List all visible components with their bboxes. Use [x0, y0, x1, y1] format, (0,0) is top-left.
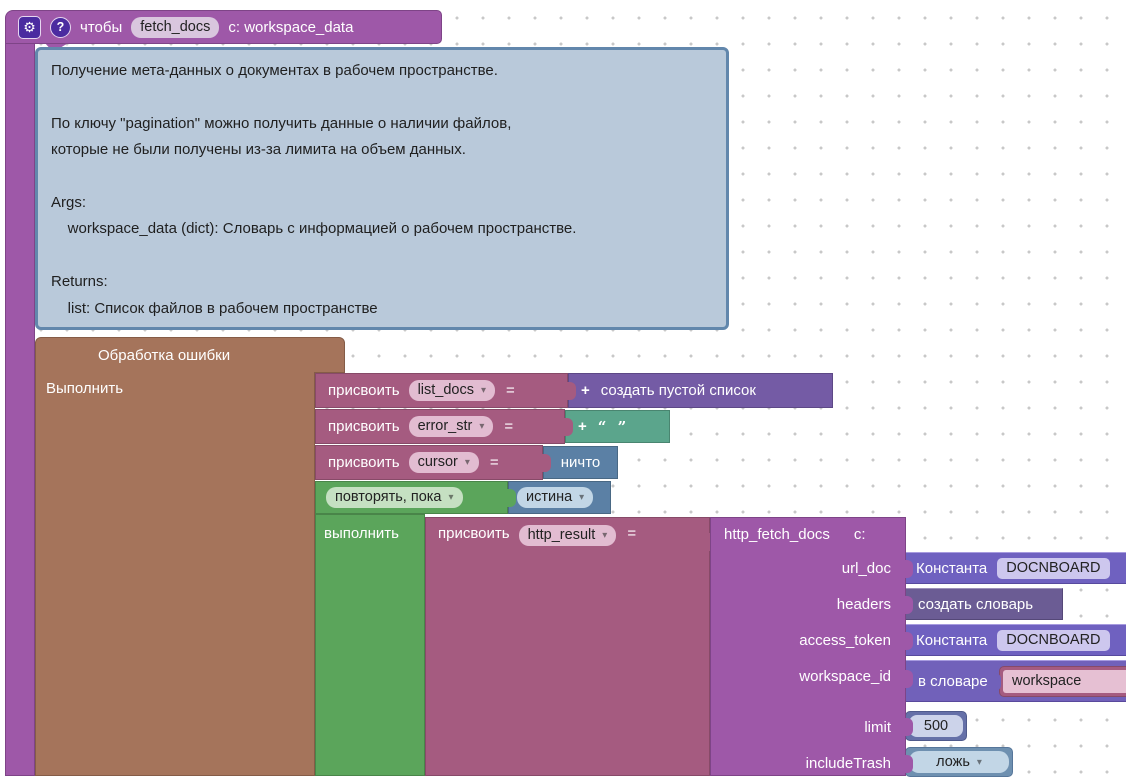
help-icon[interactable]: ? — [50, 16, 71, 38]
function-params-label: с: workspace_data — [228, 18, 354, 36]
loop-mode-label: повторять, пока — [335, 489, 442, 505]
variable-dropdown-list-docs[interactable]: list_docs ▾ — [408, 380, 496, 401]
variable-getter-workspace-data[interactable]: workspace — [999, 666, 1126, 697]
dropdown-arrow-icon: ▾ — [976, 756, 982, 768]
error-handler-block[interactable]: Обработка ошибки — [35, 337, 345, 373]
variable-name-label: list_docs — [417, 382, 474, 398]
constant-dropdown-token[interactable]: DOCNBOARD — [997, 629, 1110, 651]
equals-label: = — [489, 454, 499, 471]
constant-block-token[interactable]: Константа DOCNBOARD — [905, 624, 1126, 656]
param-label-access-token: access_token — [799, 632, 891, 649]
param-label-url-doc: url_doc — [841, 560, 891, 577]
function-call-block-http-fetch-docs[interactable]: http_fetch_docs с: url_doc headers acces… — [710, 517, 913, 776]
comment-bubble[interactable]: Получение мета-данных о документах в раб… — [35, 47, 729, 330]
connector-tab — [562, 418, 573, 436]
equals-label: = — [627, 525, 637, 542]
param-label-limit: limit — [864, 719, 891, 736]
boolean-true-label: истина — [526, 489, 573, 505]
variable-name-label: http_result — [527, 527, 596, 543]
variable-dropdown-cursor[interactable]: cursor ▾ — [408, 452, 479, 473]
connector-tab — [902, 718, 913, 736]
number-block-500[interactable]: 500 — [905, 711, 967, 741]
function-name-field[interactable]: fetch_docs — [131, 16, 220, 38]
boolean-dropdown-true[interactable]: истина ▾ — [517, 487, 594, 508]
param-label-workspace-id: workspace_id — [799, 668, 891, 685]
param-label-headers: headers — [836, 596, 891, 613]
dropdown-arrow-icon: ▾ — [448, 492, 454, 503]
dropdown-arrow-icon: ▾ — [480, 385, 487, 396]
error-handler-do-label: Выполнить — [46, 380, 124, 397]
dict-get-block[interactable]: в словаре workspace — [905, 660, 1126, 702]
number-value-label: 500 — [923, 717, 949, 734]
assign-block-error-str[interactable]: присвоить error_str ▾ = — [315, 409, 573, 444]
constant-value-label: DOCNBOARD — [1006, 631, 1101, 648]
assign-keyword-label: присвоить — [438, 525, 510, 542]
plus-icon: + — [581, 382, 590, 399]
create-dict-block[interactable]: создать словарь — [905, 588, 1063, 620]
assign-keyword-label: присвоить — [328, 454, 400, 471]
constant-label: Константа — [916, 559, 988, 577]
assign-block-list-docs[interactable]: присвоить list_docs ▾ = — [315, 373, 576, 408]
function-block-body-column[interactable] — [5, 43, 35, 776]
equals-label: = — [506, 382, 515, 399]
create-dict-label: создать словарь — [918, 595, 1034, 613]
boolean-false-label: ложь — [936, 753, 970, 770]
variable-name-label: cursor — [417, 454, 458, 470]
dropdown-arrow-icon: ▾ — [464, 457, 470, 468]
quote-marks-icon: “ ” — [597, 417, 630, 436]
dict-get-label: в словаре — [918, 672, 988, 690]
assign-block-http-result[interactable]: присвоить http_result ▾ = — [425, 517, 718, 776]
error-handler-do-column[interactable]: Выполнить — [35, 372, 315, 776]
error-handler-header-label: Обработка ошибки — [98, 346, 231, 364]
connector-tab — [902, 560, 913, 578]
variable-getter-label: workspace — [1012, 673, 1082, 689]
constant-value-label: DOCNBOARD — [1006, 559, 1101, 576]
constant-block-url[interactable]: Константа DOCNBOARD — [905, 552, 1126, 584]
variable-dropdown-error-str[interactable]: error_str ▾ — [408, 416, 494, 437]
variable-dropdown-http-result[interactable]: http_result ▾ — [518, 525, 617, 546]
param-label-include-trash: includeTrash — [805, 755, 891, 772]
connector-tab — [902, 670, 913, 688]
connector-tab — [540, 454, 551, 472]
constant-dropdown-url[interactable]: DOCNBOARD — [997, 557, 1110, 579]
plus-icon: + — [578, 418, 587, 435]
empty-string-block[interactable]: + “ ” — [565, 410, 670, 443]
connector-tab — [902, 632, 913, 650]
loop-do-column[interactable]: выполнить — [315, 514, 425, 776]
dropdown-arrow-icon: ▾ — [579, 492, 585, 503]
mutator-gear-icon[interactable]: ⚙ — [18, 15, 41, 39]
connector-tab — [902, 596, 913, 614]
call-with-label: с: — [853, 526, 866, 543]
assign-keyword-label: присвоить — [328, 418, 400, 435]
boolean-false-block[interactable]: ложь ▾ — [905, 747, 1013, 777]
connector-tab — [565, 382, 576, 400]
connector-tab — [990, 673, 1001, 691]
assign-keyword-label: присвоить — [328, 382, 400, 399]
create-list-label: создать пустой список — [600, 382, 756, 399]
null-label: ничто — [560, 454, 601, 471]
dropdown-arrow-icon: ▾ — [479, 421, 485, 432]
variable-getter-field[interactable]: workspace — [1003, 670, 1126, 693]
variable-name-label: error_str — [417, 418, 473, 434]
connector-tab — [505, 489, 516, 507]
number-field[interactable]: 500 — [909, 715, 963, 737]
assign-block-cursor[interactable]: присвоить cursor ▾ = — [315, 445, 551, 480]
boolean-dropdown-false[interactable]: ложь ▾ — [909, 751, 1009, 773]
create-empty-list-block[interactable]: + создать пустой список — [568, 373, 833, 408]
loop-mode-dropdown[interactable]: повторять, пока ▾ — [326, 487, 463, 508]
equals-label: = — [504, 418, 514, 435]
call-name-label: http_fetch_docs — [724, 526, 830, 543]
function-keyword-label: чтобы — [80, 18, 123, 36]
function-definition-block[interactable]: ⚙ ? чтобы fetch_docs с: workspace_data — [5, 10, 442, 44]
repeat-while-block[interactable]: повторять, пока ▾ — [315, 481, 516, 514]
constant-label: Константа — [916, 631, 988, 649]
connector-tab — [902, 755, 913, 773]
boolean-true-block[interactable]: истина ▾ — [508, 481, 611, 514]
null-block[interactable]: ничто — [543, 446, 618, 479]
loop-do-label: выполнить — [324, 525, 399, 542]
dropdown-arrow-icon: ▾ — [602, 530, 608, 541]
